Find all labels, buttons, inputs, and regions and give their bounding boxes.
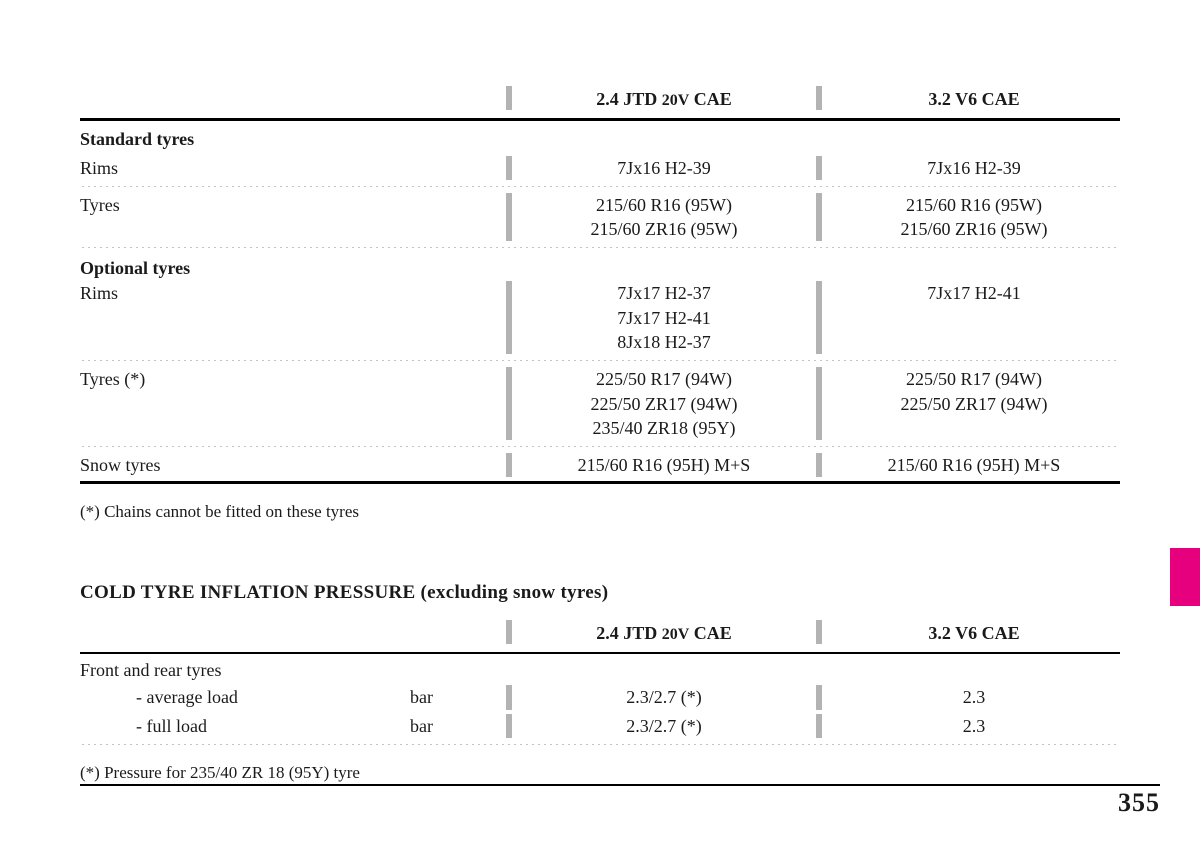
column-separator [506,156,512,180]
table-row: - average load bar 2.3/2.7 (*) 2.3 [80,681,1120,713]
cell-line: 215/60 R16 (95W) [828,193,1120,217]
group-label: Front and rear tyres [80,654,1120,681]
column-header-tail: CAE [689,89,732,109]
column-header-smallcaps: 20V [662,626,690,643]
column-header: 3.2 V6 CAE [828,623,1120,644]
dotted-rule [80,247,1120,248]
column-separator [816,685,822,709]
table-row: Tyres 215/60 R16 (95W) 215/60 ZR16 (95W)… [80,189,1120,246]
column-separator [506,453,512,477]
column-separator [506,685,512,709]
column-separator [506,86,512,110]
row-label: Tyres (*) [80,367,500,390]
row-label: Rims [80,156,500,179]
column-separator [816,281,822,354]
cell: 7Jx16 H2-39 [828,156,1120,180]
cell: 215/60 R16 (95H) M+S [518,453,810,477]
table-row: Rims 7Jx17 H2-37 7Jx17 H2-41 8Jx18 H2-37… [80,281,1120,358]
table-rule [80,481,1120,484]
cell-line: 235/40 ZR18 (95Y) [518,416,810,440]
table-row: Rims 7Jx16 H2-39 7Jx16 H2-39 [80,152,1120,184]
dotted-rule [80,360,1120,361]
row-label: - full load [80,714,340,738]
cell: 2.3 [828,714,1120,738]
cell: 225/50 R17 (94W) 225/50 ZR17 (94W) 235/4… [518,367,810,440]
column-separator [506,620,512,644]
section-label: Optional tyres [80,250,1120,281]
column-header-smallcaps: 20V [662,92,690,109]
tyres-table: 2.4 JTD 20V CAE 3.2 V6 CAE Standard tyre… [80,86,1120,522]
cell-line: 225/50 ZR17 (94W) [518,392,810,416]
column-separator [816,367,822,440]
column-header-text: 2.4 JTD [596,623,657,643]
row-label: - average load [80,685,340,709]
footnote: (*) Pressure for 235/40 ZR 18 (95Y) tyre [80,763,1120,783]
cell-line: 7Jx17 H2-37 [518,281,810,305]
column-header-tail: CAE [689,623,732,643]
page-footer: 355 [80,784,1160,818]
section-heading: COLD TYRE INFLATION PRESSURE (excluding … [80,582,1120,604]
cell: 225/50 R17 (94W) 225/50 ZR17 (94W) [828,367,1120,416]
cell: 215/60 R16 (95W) 215/60 ZR16 (95W) [518,193,810,242]
dotted-rule [80,744,1120,745]
table-row: - full load bar 2.3/2.7 (*) 2.3 [80,714,1120,742]
column-separator [506,367,512,440]
column-separator [816,620,822,644]
table-row: Tyres (*) 225/50 R17 (94W) 225/50 ZR17 (… [80,363,1120,444]
cell: 2.3/2.7 (*) [518,714,810,738]
cell: 215/60 R16 (95H) M+S [828,453,1120,477]
pressure-table: 2.4 JTD 20V CAE 3.2 V6 CAE Front and rea… [80,620,1120,783]
column-separator [506,193,512,242]
unit-label: bar [340,714,500,738]
cell: 7Jx16 H2-39 [518,156,810,180]
row-label: Tyres [80,193,500,216]
cell-line: 7Jx17 H2-41 [828,281,1120,305]
column-header: 2.4 JTD 20V CAE [518,89,810,110]
unit-label: bar [340,685,500,709]
cell-line: 215/60 ZR16 (95W) [518,217,810,241]
cell-line: 7Jx17 H2-41 [518,306,810,330]
cell: 7Jx17 H2-41 [828,281,1120,305]
column-separator [506,281,512,354]
column-header: 2.4 JTD 20V CAE [518,623,810,644]
column-header: 3.2 V6 CAE [828,89,1120,110]
table-header-row: 2.4 JTD 20V CAE 3.2 V6 CAE [80,620,1120,652]
section-label: Standard tyres [80,121,1120,152]
table-row: Snow tyres 215/60 R16 (95H) M+S 215/60 R… [80,449,1120,481]
column-header-text: 2.4 JTD [596,89,657,109]
cell-line: 225/50 R17 (94W) [828,367,1120,391]
table-header-row: 2.4 JTD 20V CAE 3.2 V6 CAE [80,86,1120,118]
footnote: (*) Chains cannot be fitted on these tyr… [80,502,1120,522]
row-label: Snow tyres [80,453,500,476]
page-number: 355 [1118,788,1160,818]
manual-page: 2.4 JTD 20V CAE 3.2 V6 CAE Standard tyre… [0,0,1200,848]
cell-line: 225/50 ZR17 (94W) [828,392,1120,416]
cell: 2.3 [828,685,1120,709]
column-separator [816,714,822,738]
cell: 2.3/2.7 (*) [518,685,810,709]
section-tab [1170,548,1200,606]
column-separator [816,453,822,477]
column-separator [816,86,822,110]
column-separator [816,156,822,180]
cell-line: 225/50 R17 (94W) [518,367,810,391]
cell-line: 215/60 ZR16 (95W) [828,217,1120,241]
row-label: Rims [80,281,500,304]
cell-line: 215/60 R16 (95W) [518,193,810,217]
column-separator [506,714,512,738]
dotted-rule [80,446,1120,447]
dotted-rule [80,186,1120,187]
column-separator [816,193,822,242]
cell: 7Jx17 H2-37 7Jx17 H2-41 8Jx18 H2-37 [518,281,810,354]
cell-line: 8Jx18 H2-37 [518,330,810,354]
cell: 215/60 R16 (95W) 215/60 ZR16 (95W) [828,193,1120,242]
